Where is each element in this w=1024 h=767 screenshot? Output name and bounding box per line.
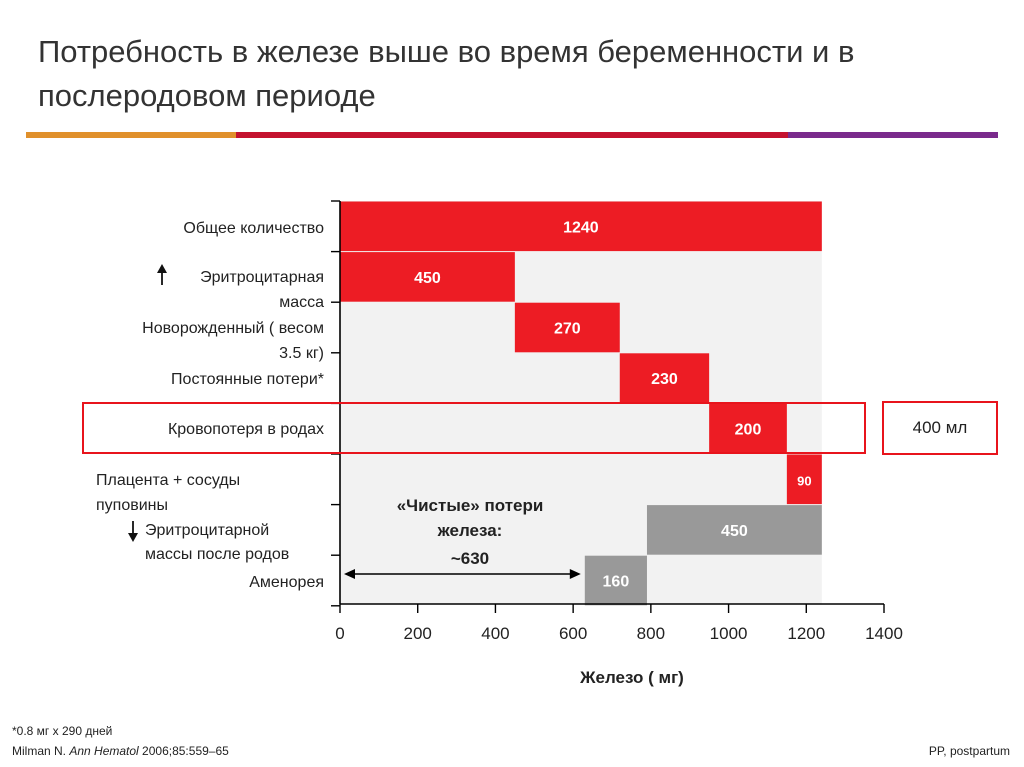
ylabel-rbc-down-2: массы после родов (145, 546, 289, 563)
blood-loss-ml-box: 400 мл (882, 401, 998, 455)
footnote-abbrev: PP, postpartum (928, 744, 1010, 758)
ylabel-total: Общее количество (183, 220, 324, 237)
x-tick-label: 600 (559, 624, 587, 643)
ref-author: Milman N. (12, 744, 70, 758)
arrow-up-icon (157, 264, 167, 285)
arrow-down-icon (128, 521, 138, 542)
x-tick-label: 800 (637, 624, 665, 643)
x-tick-label: 0 (335, 624, 344, 643)
ylabel-amen: Аменорея (249, 574, 324, 591)
ylabel-blood: Кровопотеря в родах (168, 421, 324, 438)
bar-7 (646, 505, 822, 555)
net-loss-value: ~630 (450, 549, 490, 568)
bar-label-2: 450 (414, 270, 441, 287)
bar-label-8: 160 (603, 574, 630, 591)
ylabel-placenta-2: пуповины (96, 497, 168, 514)
bar-8 (584, 555, 647, 606)
bar-4 (619, 353, 710, 403)
ref-rest: 2006;85:559–65 (138, 744, 229, 758)
ref-journal: Ann Hematol (69, 744, 139, 758)
net-loss-arrow (344, 569, 581, 579)
blood-loss-highlight (82, 402, 866, 454)
x-tick-label: 1400 (865, 624, 903, 643)
bar-label-1: 1240 (563, 219, 599, 236)
x-tick-label: 1000 (710, 624, 748, 643)
ylabel-losses: Постоянные потери* (171, 371, 324, 388)
net-loss-line1: «Чистые» потери (396, 496, 544, 515)
bar-label-3: 270 (554, 321, 581, 338)
page-title: Потребность в железе выше во время берем… (38, 34, 855, 113)
ylabel-rbc-up-2: масса (279, 294, 324, 311)
ylabel-rbc-up: Эритроцитарная (200, 269, 324, 286)
xaxis-label: Железо ( мг) (579, 668, 684, 687)
title-rule-purple (788, 132, 998, 138)
title-rule-orange (26, 132, 236, 138)
ylabel-newborn-2: 3.5 кг) (279, 345, 324, 362)
x-tick-label: 1200 (787, 624, 825, 643)
ylabel-placenta-1: Плацента + сосуды (96, 472, 240, 489)
ylabel-rbc-down-1: Эритроцитарной (145, 522, 269, 539)
bar-label-5: 200 (735, 422, 762, 439)
bar-2 (340, 252, 515, 302)
bar-label-6: 90 (797, 473, 811, 488)
bar-label-7: 450 (721, 523, 748, 540)
title-rule-crimson (236, 132, 788, 138)
bar-5 (709, 403, 787, 454)
bar-1 (340, 201, 822, 252)
bar-label-4: 230 (651, 371, 678, 388)
footnote-reference: Milman N. Ann Hematol 2006;85:559–65 (12, 744, 229, 758)
ylabel-newborn-1: Новорожденный ( весом (142, 320, 324, 337)
footnote-asterisk: *0.8 мг x 290 дней (12, 724, 113, 738)
x-tick-label: 400 (481, 624, 509, 643)
x-tick-label: 200 (404, 624, 432, 643)
bar-6 (786, 454, 822, 505)
net-loss-line2: железа: (437, 521, 503, 540)
bar-3 (514, 302, 620, 353)
